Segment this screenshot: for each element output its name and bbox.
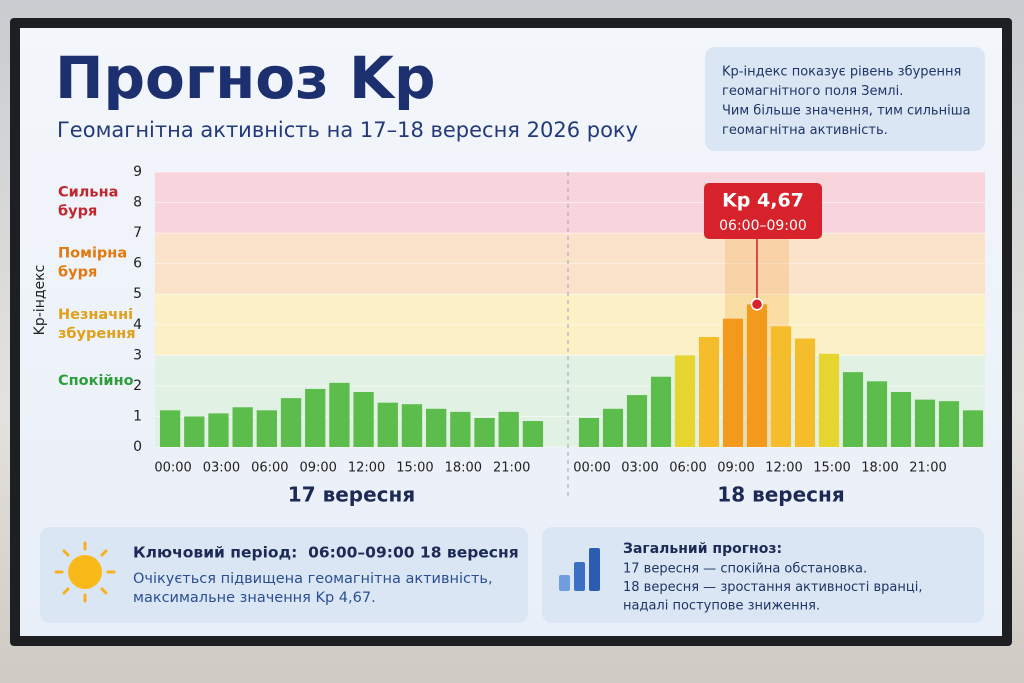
x-tick-label: 18:00 <box>861 461 898 476</box>
x-tick-label: 09:00 <box>299 461 336 476</box>
x-tick-label: 03:00 <box>621 461 658 476</box>
day-label: 18 вересня <box>717 483 844 507</box>
card-title: Ключовий період: 06:00–09:00 18 вересня <box>133 544 519 562</box>
bar <box>674 355 696 447</box>
x-tick-label: 06:00 <box>669 461 706 476</box>
band-label: Спокійно <box>58 373 134 389</box>
y-tick-label: 5 <box>133 286 142 302</box>
bars-icon <box>559 548 600 591</box>
y-tick-label: 0 <box>133 439 142 455</box>
bar <box>770 326 792 447</box>
annotation-subtitle: 06:00–09:00 <box>719 218 807 234</box>
band-label: Незначні збурення <box>58 307 136 342</box>
bar <box>794 338 816 447</box>
info-text: Чим більше значення, тим сильніша <box>722 104 971 119</box>
x-tick-label: 18:00 <box>445 461 482 476</box>
bar <box>914 399 936 447</box>
card-text: надалі поступове зниження. <box>623 599 820 614</box>
bar <box>842 372 864 447</box>
sun-icon <box>54 541 116 603</box>
card-text: 17 вересня — спокійна обстановка. <box>623 562 867 577</box>
bar <box>578 417 600 447</box>
title: Прогноз Kp <box>55 44 435 112</box>
x-tick-label: 12:00 <box>765 461 802 476</box>
bar <box>256 410 278 447</box>
band-label: Помірна буря <box>58 246 127 281</box>
y-tick-label: 4 <box>133 317 142 333</box>
bar <box>866 381 888 447</box>
peak-dot <box>750 298 764 311</box>
card <box>542 527 984 623</box>
info-text: Kp-індекс показує рівень збурення <box>722 65 961 80</box>
y-tick-label: 2 <box>133 378 142 394</box>
bar <box>522 421 544 447</box>
y-tick-label: 9 <box>133 164 142 180</box>
card-text: максимальне значення Kp 4,67. <box>133 590 376 606</box>
bar <box>184 416 205 447</box>
y-tick-label: 6 <box>133 256 142 272</box>
y-tick-label: 3 <box>133 347 142 363</box>
bar <box>305 388 326 447</box>
x-tick-label: 00:00 <box>154 461 191 476</box>
x-tick-label: 00:00 <box>573 461 610 476</box>
bar <box>746 304 768 447</box>
card <box>40 527 528 623</box>
card-title: Загальний прогноз: <box>623 541 782 557</box>
x-tick-label: 21:00 <box>493 461 530 476</box>
bar <box>401 404 423 447</box>
y-tick-label: 7 <box>133 225 142 241</box>
card-text: Очікується підвищена геомагнітна активні… <box>133 571 493 587</box>
subtitle: Геомагнітна активність на 17–18 вересня … <box>57 118 638 142</box>
bar <box>377 402 398 447</box>
bar <box>602 408 624 447</box>
annotation-box <box>704 183 822 239</box>
y-axis-label: Kp-індекс <box>32 265 48 336</box>
bar <box>626 395 648 447</box>
bar <box>280 398 302 447</box>
day-label: 17 вересня <box>288 483 415 507</box>
x-tick-label: 03:00 <box>203 461 240 476</box>
x-tick-label: 12:00 <box>348 461 385 476</box>
bar <box>698 337 720 447</box>
info-text: геомагнітна активність. <box>722 123 888 138</box>
bar <box>208 413 229 447</box>
bar <box>938 401 960 447</box>
bar <box>450 411 471 447</box>
card-text: 18 вересня — зростання активності вранці… <box>623 580 922 595</box>
band-label: Сильна буря <box>58 185 118 220</box>
x-tick-label: 15:00 <box>813 461 850 476</box>
bar <box>722 318 744 447</box>
bar <box>353 392 374 447</box>
bar <box>329 382 350 447</box>
bar <box>474 417 495 447</box>
bar <box>498 411 519 447</box>
y-tick-label: 8 <box>133 195 142 211</box>
x-tick-label: 09:00 <box>717 461 754 476</box>
annotation-title: Kp 4,67 <box>722 190 804 212</box>
x-tick-label: 15:00 <box>396 461 433 476</box>
x-tick-label: 06:00 <box>251 461 288 476</box>
bar <box>159 410 181 447</box>
bar <box>425 408 447 447</box>
bar <box>962 410 984 447</box>
x-tick-label: 21:00 <box>909 461 946 476</box>
bar <box>232 407 253 447</box>
info-text: геомагнітного поля Землі. <box>722 84 903 99</box>
bar <box>818 353 840 447</box>
bar <box>650 376 672 447</box>
info-box <box>705 47 985 151</box>
y-tick-label: 1 <box>133 408 142 424</box>
bar <box>890 392 912 447</box>
